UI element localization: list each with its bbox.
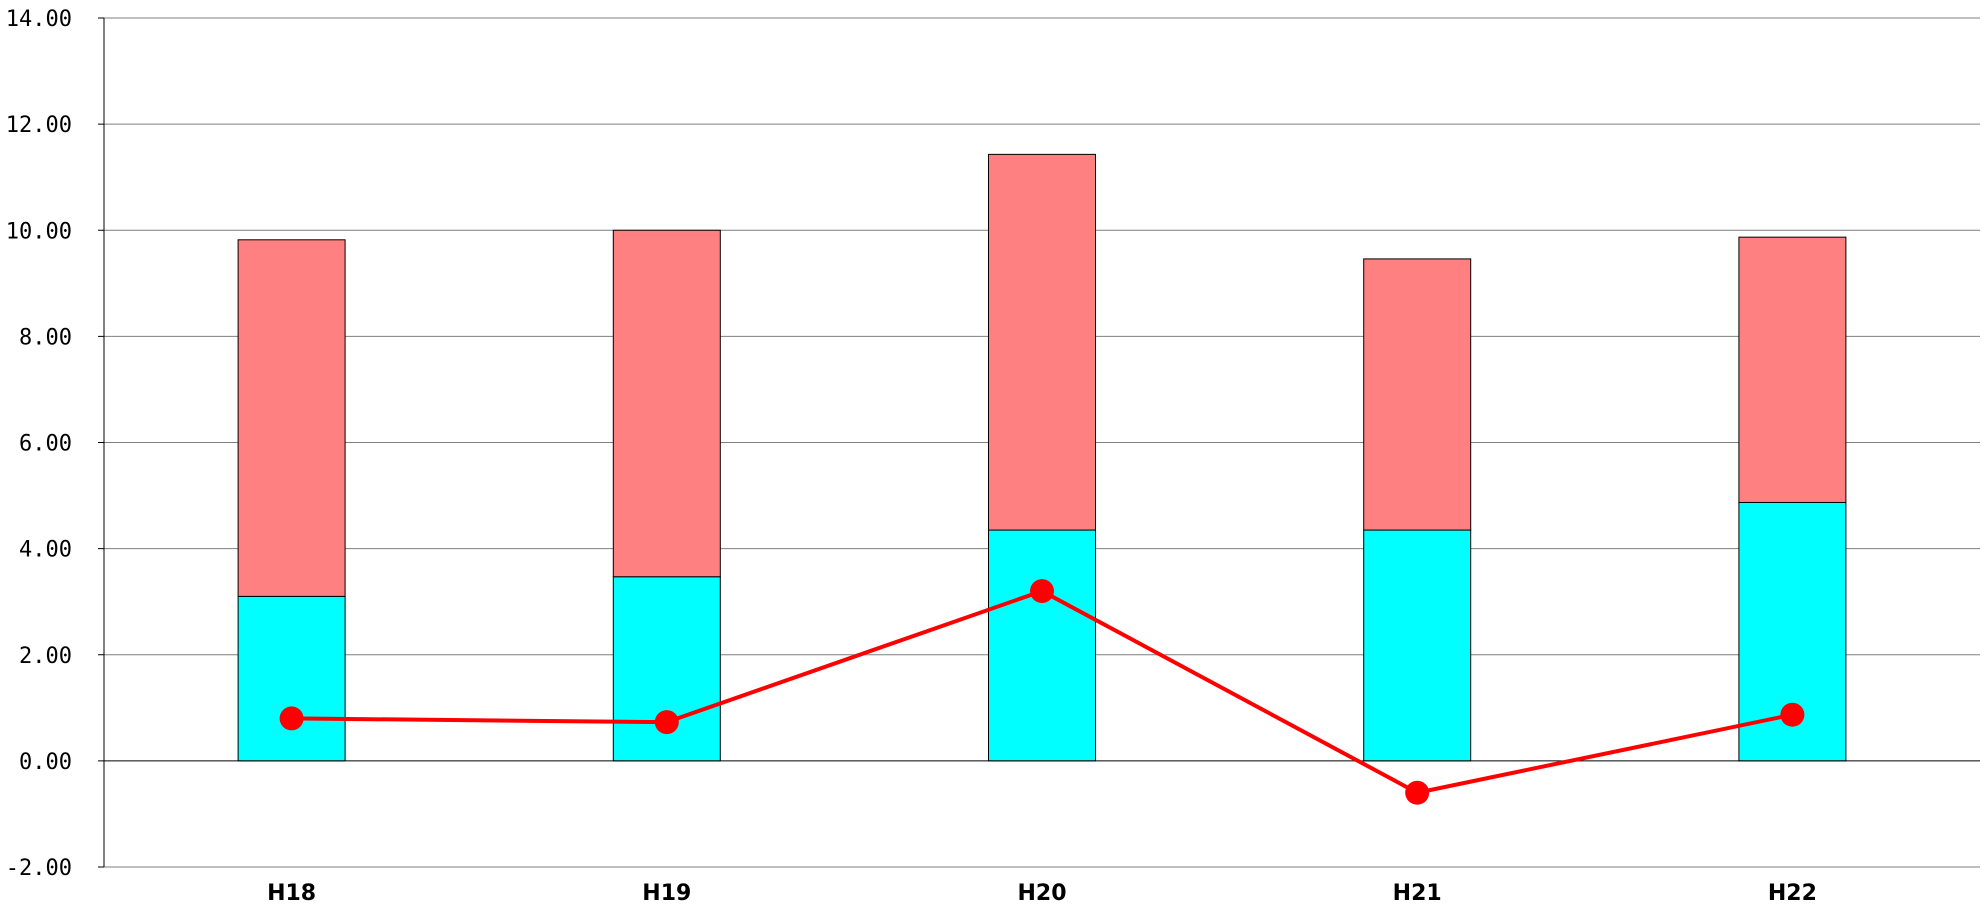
axis-labels: -2.00 0.00 2.00 4.00 6.00 8.00 10.00 12.00 14.00…: [6, 7, 1817, 905]
x-tick-label: H20: [1017, 881, 1066, 905]
bar-segment: [612, 229, 721, 578]
bar-segment: [1738, 236, 1847, 503]
y-tick-label: 14.00: [6, 7, 72, 32]
data-point: [1030, 579, 1054, 604]
line-series: [279, 579, 1805, 805]
bar-segment: [1363, 529, 1472, 762]
data-point: [1780, 702, 1805, 727]
x-tick-label: H18: [267, 881, 316, 905]
x-tick-label: H19: [642, 881, 691, 905]
y-tick-label: 6.00: [19, 432, 72, 457]
y-tick-label: 2.00: [19, 644, 72, 669]
bar-series: [237, 153, 1847, 762]
bar-segment: [988, 529, 1096, 762]
bar-segment: [1363, 258, 1472, 531]
y-tick-label: 10.00: [6, 219, 72, 244]
y-tick-label: 4.00: [19, 538, 72, 563]
data-point: [1405, 780, 1430, 805]
x-tick-label: H21: [1393, 881, 1442, 905]
bar-segment: [988, 153, 1096, 531]
bar-segment: [237, 595, 346, 762]
y-tick-label: 12.00: [6, 113, 72, 138]
y-tick-label: 0.00: [19, 750, 72, 775]
data-point: [279, 706, 304, 731]
bar-segment: [237, 239, 346, 597]
y-tick-label: -2.00: [6, 856, 72, 881]
x-tick-label: H22: [1768, 881, 1817, 905]
data-point: [654, 710, 679, 735]
y-tick-label: 8.00: [19, 325, 72, 350]
axes: [98, 17, 1980, 868]
